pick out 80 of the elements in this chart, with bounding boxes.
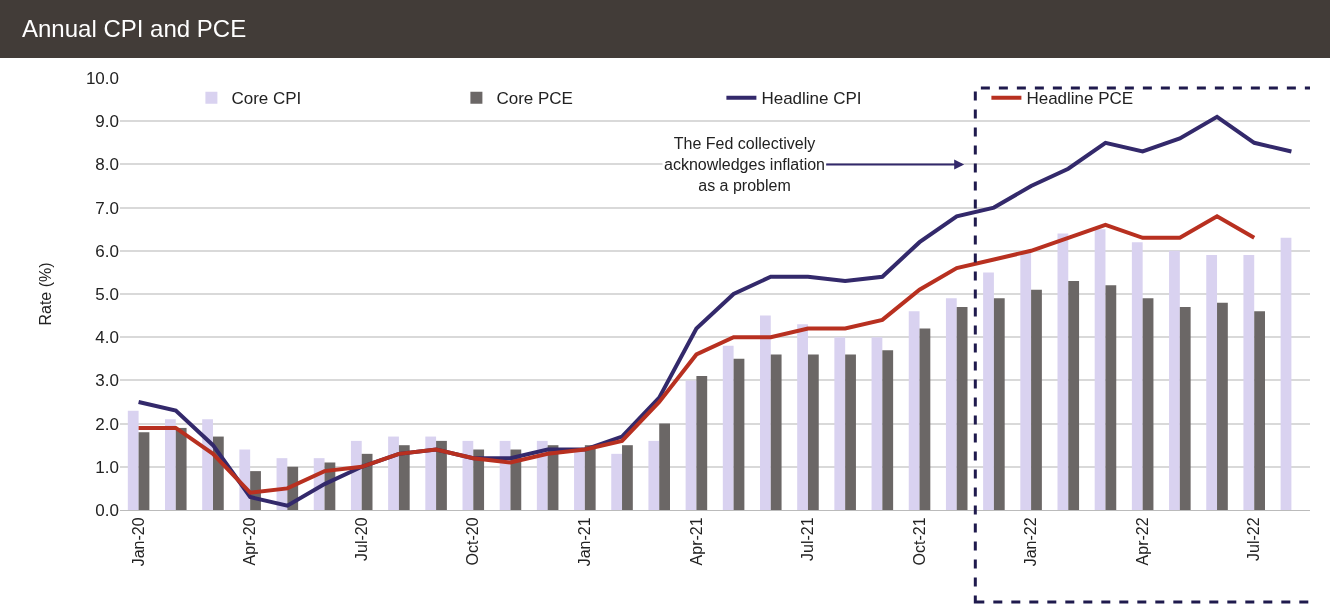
bar <box>648 440 660 510</box>
bar <box>1031 289 1042 510</box>
bar <box>1068 281 1080 510</box>
bar <box>908 311 920 510</box>
y-tick-label: 3.0 <box>95 371 119 391</box>
bar <box>882 350 894 510</box>
x-tick-label: Jan-22 <box>1022 517 1040 567</box>
y-tick-label: 5.0 <box>95 284 119 304</box>
y-tick-label: 4.0 <box>95 328 119 348</box>
y-tick-label: 0.0 <box>95 500 119 520</box>
bar <box>425 436 437 510</box>
bar <box>175 427 187 510</box>
bar <box>945 298 957 510</box>
legend-label: Headline CPI <box>761 89 862 109</box>
bar <box>1169 250 1180 510</box>
bar <box>993 298 1005 510</box>
bar <box>622 445 633 510</box>
bar <box>584 445 596 510</box>
legend-label: Headline PCE <box>1026 89 1134 109</box>
chart-title: Annual CPI and PCE <box>22 15 247 42</box>
bar <box>1131 242 1143 510</box>
bar <box>1020 250 1032 510</box>
bar <box>659 423 670 510</box>
y-tick-label: 6.0 <box>95 241 119 261</box>
bar <box>760 315 771 510</box>
bar <box>127 410 139 510</box>
bar <box>722 345 734 510</box>
bar <box>1094 229 1106 510</box>
bar <box>1217 302 1228 510</box>
bar <box>388 436 399 510</box>
bar <box>834 337 846 510</box>
bar <box>1243 255 1255 510</box>
bar <box>165 419 176 510</box>
y-tick-label: 7.0 <box>95 198 119 218</box>
bar <box>807 354 819 510</box>
x-tick-label: Jul-20 <box>352 517 370 561</box>
bar <box>398 445 410 510</box>
bar <box>685 380 697 510</box>
x-tick-label: Apr-20 <box>241 517 259 566</box>
bar <box>611 453 623 510</box>
bar <box>1057 233 1069 510</box>
y-tick-label: 10.0 <box>85 68 119 88</box>
bar <box>1142 298 1154 510</box>
x-tick-label: Oct-20 <box>464 517 482 566</box>
x-tick-label: Apr-22 <box>1133 517 1151 566</box>
bar <box>733 358 745 510</box>
bar <box>473 449 485 510</box>
y-tick-label: 8.0 <box>95 155 119 175</box>
bar <box>770 354 782 510</box>
bar <box>696 376 708 510</box>
legend-label: Core CPI <box>231 89 302 109</box>
bar <box>845 354 856 510</box>
bar <box>1179 306 1191 510</box>
y-tick-label: 9.0 <box>95 112 119 132</box>
bar <box>350 440 362 510</box>
y-tick-label: 2.0 <box>95 414 119 434</box>
bar <box>1206 255 1218 510</box>
bar <box>1254 311 1265 510</box>
x-tick-label: Jan-20 <box>129 517 147 567</box>
x-tick-label: Jan-21 <box>576 517 594 567</box>
bar <box>983 272 994 510</box>
annotation: The Fed collectively acknowledges inflation as a problem <box>664 135 825 194</box>
x-tick-label: Jul-22 <box>1245 517 1263 561</box>
bar <box>1105 285 1117 510</box>
bar <box>361 453 373 510</box>
bar <box>574 449 585 510</box>
y-tick-label: 1.0 <box>95 457 119 477</box>
bar <box>871 337 883 510</box>
line-series <box>136 214 1257 495</box>
legend-label: Core PCE <box>496 89 573 109</box>
bar <box>436 440 447 510</box>
bar <box>797 324 808 510</box>
bar <box>919 328 931 510</box>
x-tick-label: Jul-21 <box>799 517 817 561</box>
y-axis-title: Rate (%) <box>36 262 54 326</box>
bar <box>956 306 968 510</box>
x-tick-label: Oct-21 <box>910 517 928 566</box>
x-tick-label: Apr-21 <box>687 517 705 566</box>
bar <box>138 432 150 510</box>
bar <box>1280 237 1292 510</box>
